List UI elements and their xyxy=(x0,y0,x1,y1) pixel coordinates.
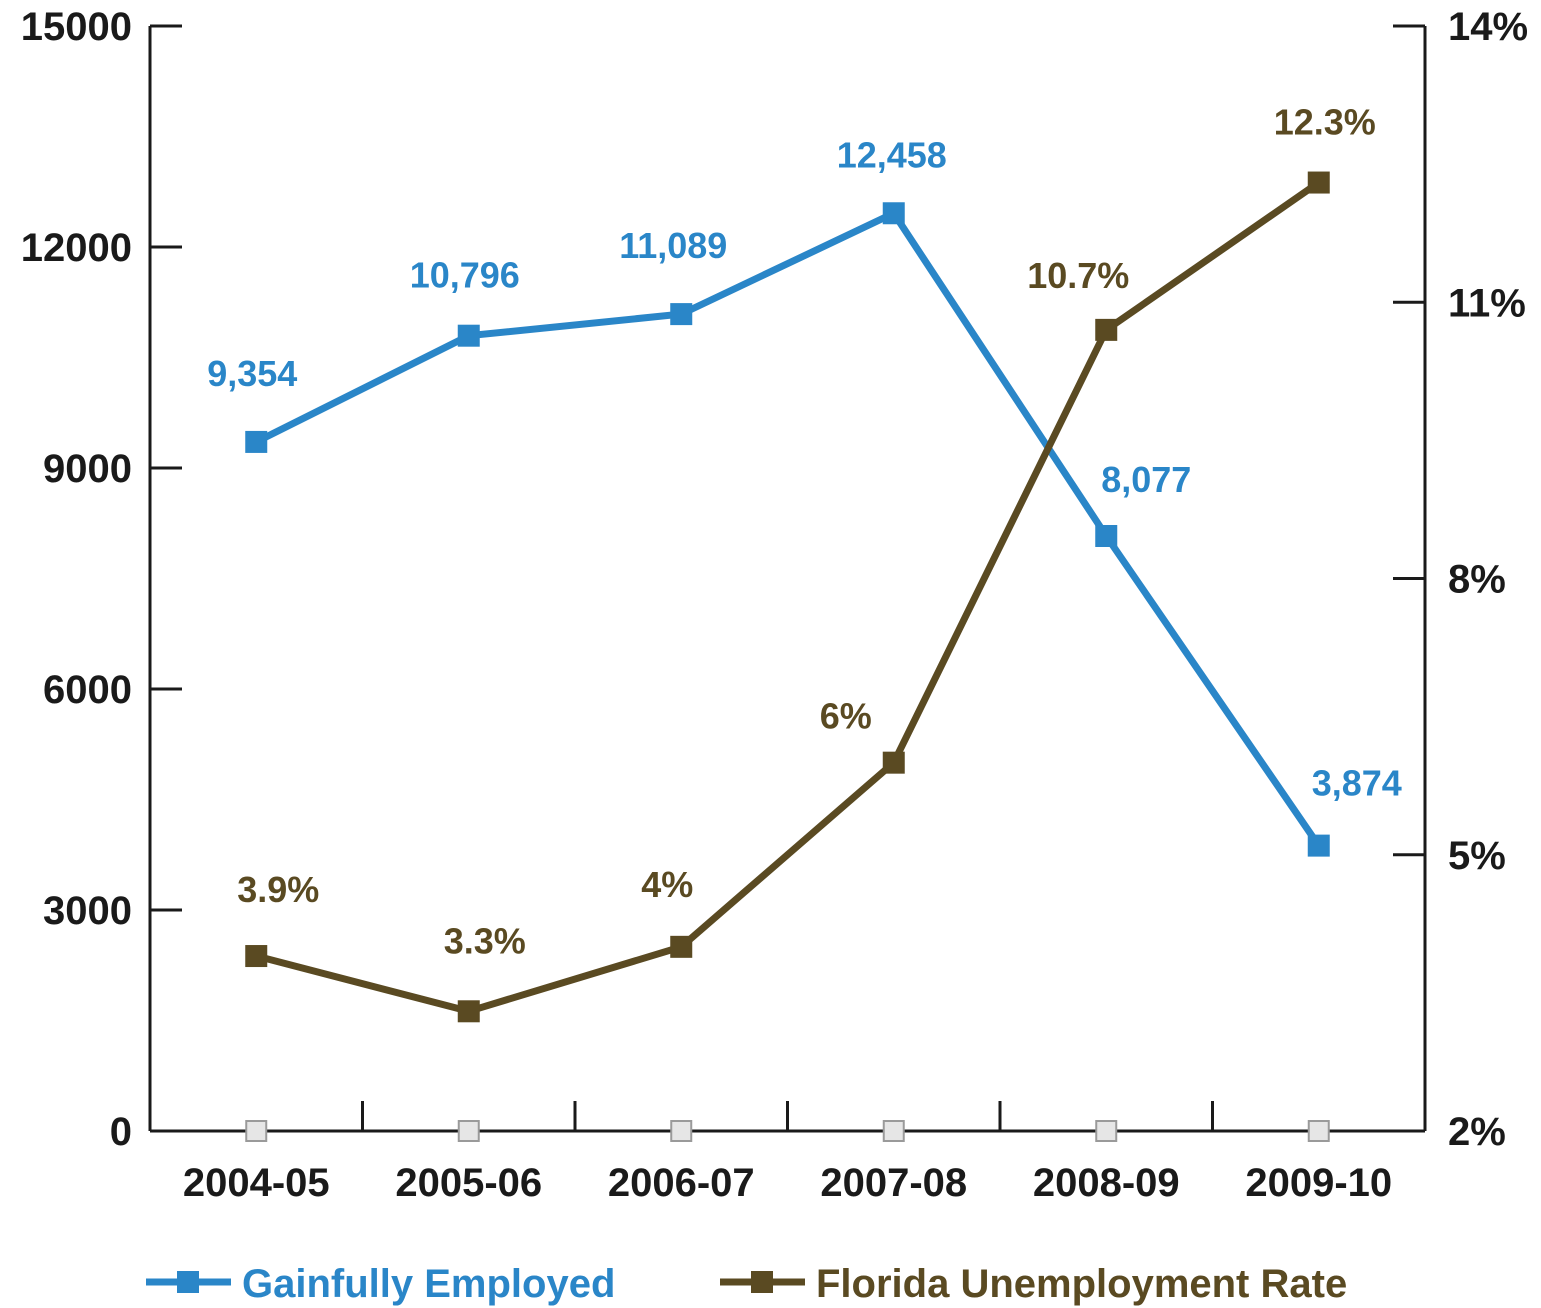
data-label: 12.3% xyxy=(1274,102,1376,143)
baseline-marker xyxy=(457,1120,480,1142)
data-point xyxy=(1095,524,1118,547)
x-tick-label: 2004-05 xyxy=(183,1161,330,1205)
data-point xyxy=(245,945,268,968)
data-point xyxy=(1307,834,1330,857)
data-label: 10,796 xyxy=(410,255,520,296)
legend-label: Florida Unemployment Rate xyxy=(816,1262,1347,1306)
left-tick-label: 15000 xyxy=(21,5,132,49)
data-label: 10.7% xyxy=(1027,255,1129,296)
data-labels: 9,354 10,796 11,089 12,458 8,077 3,874 3.9% 3.3… xyxy=(207,102,1402,962)
data-label: 3,874 xyxy=(1312,763,1402,804)
data-point xyxy=(670,303,693,326)
legend-label: Gainfully Employed xyxy=(242,1262,615,1306)
baseline-marker xyxy=(1307,1120,1330,1142)
data-label: 3.9% xyxy=(237,869,319,910)
data-point xyxy=(1307,171,1330,194)
axes: 0 3000 6000 9000 12000 15000 2% 5% 8% 11% 14% 2004-… xyxy=(21,5,1528,1205)
series-line-gainfully-employed xyxy=(254,208,1322,848)
right-tick-label: 11% xyxy=(1448,281,1526,325)
data-label: 8,077 xyxy=(1101,459,1191,500)
left-tick-label: 6000 xyxy=(43,668,132,712)
legend-marker xyxy=(751,1271,773,1293)
baseline-marker xyxy=(670,1120,693,1142)
data-point xyxy=(882,202,905,225)
x-tick-label: 2007-08 xyxy=(820,1161,967,1205)
right-tick-label: 14% xyxy=(1448,5,1528,49)
left-tick-label: 9000 xyxy=(43,447,132,491)
baseline-marker xyxy=(245,1120,268,1142)
baseline-marker xyxy=(1095,1120,1118,1142)
right-tick-label: 2% xyxy=(1448,1110,1506,1154)
data-label: 6% xyxy=(820,696,872,737)
data-point xyxy=(882,751,905,774)
legend: Gainfully Employed Florida Unemployment R… xyxy=(146,1262,1347,1306)
data-point xyxy=(1095,318,1118,341)
right-tick-label: 5% xyxy=(1448,834,1506,878)
right-tick-label: 8% xyxy=(1448,558,1506,602)
data-label: 4% xyxy=(641,864,693,905)
data-point xyxy=(245,430,268,453)
x-tick-label: 2005-06 xyxy=(395,1161,542,1205)
x-tick-label: 2008-09 xyxy=(1033,1161,1180,1205)
x-tick-label: 2009-10 xyxy=(1245,1161,1392,1205)
baseline-marker xyxy=(882,1120,905,1142)
left-tick-label: 0 xyxy=(110,1110,132,1154)
data-point xyxy=(457,324,480,347)
data-point xyxy=(670,935,693,958)
left-tick-label: 3000 xyxy=(43,889,132,933)
data-label: 12,458 xyxy=(837,134,947,175)
x-tick-label: 2006-07 xyxy=(608,1161,755,1205)
data-label: 3.3% xyxy=(444,920,526,961)
legend-marker xyxy=(177,1271,199,1293)
series-layer xyxy=(245,171,1330,1023)
data-point xyxy=(457,1000,480,1023)
series-line-unemployment-rate xyxy=(255,179,1321,1015)
data-label: 11,089 xyxy=(619,225,727,266)
left-tick-label: 12000 xyxy=(21,226,132,270)
data-label: 9,354 xyxy=(207,353,297,394)
